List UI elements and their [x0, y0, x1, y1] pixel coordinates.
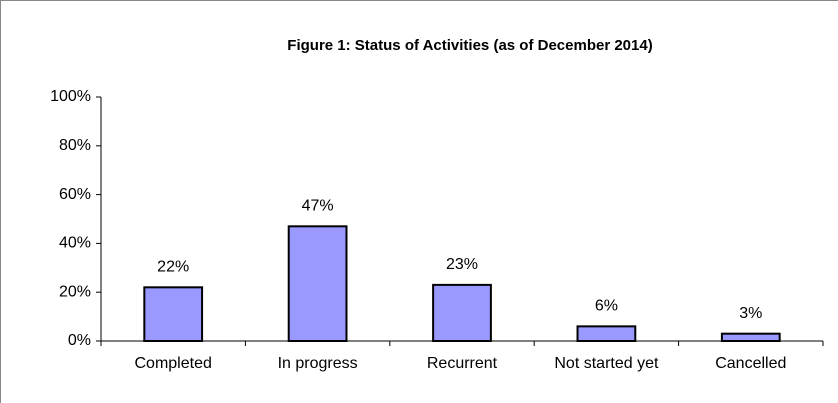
value-label: 23%: [446, 256, 478, 273]
x-tick-label: Completed: [135, 355, 212, 372]
value-label: 47%: [302, 198, 334, 215]
y-tick-label: 20%: [59, 283, 91, 300]
bar: [287, 225, 348, 343]
y-tick-label: 0%: [68, 332, 91, 349]
x-tick-label: In progress: [278, 355, 358, 372]
chart-title: Figure 1: Status of Activities (as of De…: [287, 37, 652, 54]
value-label: 22%: [157, 259, 189, 276]
y-tick-label: 40%: [59, 235, 91, 252]
x-tick-label: Not started yet: [554, 355, 659, 372]
bar: [143, 286, 204, 343]
bar: [576, 325, 637, 342]
value-label: 3%: [739, 305, 762, 322]
y-tick-label: 60%: [59, 186, 91, 203]
bar: [720, 332, 781, 342]
y-tick-label: 80%: [59, 137, 91, 154]
y-tick-label: 100%: [50, 88, 91, 105]
x-tick-label: Cancelled: [715, 355, 786, 372]
value-label: 6%: [595, 298, 618, 315]
bar: [432, 283, 492, 343]
x-tick-label: Recurrent: [427, 355, 498, 372]
